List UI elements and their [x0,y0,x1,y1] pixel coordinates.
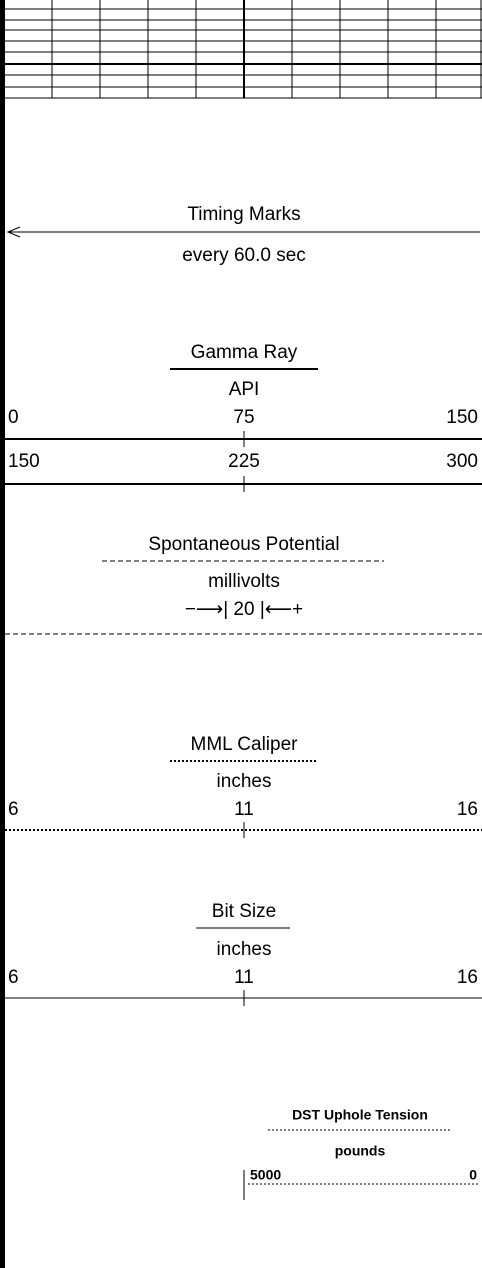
title: Gamma Ray [191,342,298,363]
unit: API [229,379,260,400]
unit: inches [217,939,272,960]
unit: millivolts [208,571,280,592]
unit: pounds [335,1143,386,1159]
scale-label: 6 [8,967,19,988]
scale-label: 150 [8,451,40,472]
grid [5,0,482,99]
scale-label: 16 [457,799,478,820]
scale-label: 0 [8,407,19,428]
scale-label: 11 [234,799,254,820]
scale-label: 5000 [250,1167,281,1183]
scale-label: 11 [234,967,254,988]
title: Spontaneous Potential [148,534,339,555]
scale-label: 0 [469,1167,477,1183]
scale-label: 16 [457,967,478,988]
title: Timing Marks [187,204,300,225]
scale-label: 300 [446,451,478,472]
title: DST Uphole Tension [292,1107,428,1123]
scale-label: 6 [8,799,19,820]
title: Bit Size [212,901,276,922]
scale-label: 225 [228,451,260,472]
unit: inches [217,771,272,792]
title: MML Caliper [191,734,299,755]
subtitle: every 60.0 sec [182,245,306,266]
scale-label: 150 [446,407,478,428]
arrow-head [6,226,21,238]
scale-label: 75 [233,407,254,428]
scale-label: −⟶| 20 |⟵+ [185,599,303,620]
left-border [0,0,5,1268]
